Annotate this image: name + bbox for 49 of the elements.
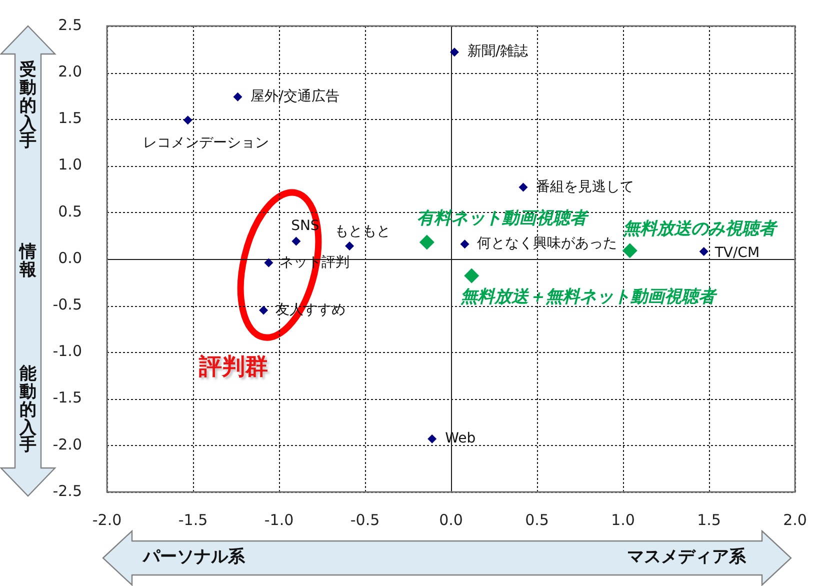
y-tick-label: 2.0 [58,62,82,80]
x-tick-label: -0.5 [350,510,380,529]
point [622,243,638,258]
point [428,434,437,444]
series-label: 屋外/交通広告 [250,88,340,104]
text: マスメディア系 [627,547,746,567]
point [259,306,268,315]
y-tick-label: -1.5 [52,388,82,407]
series-label: TV/CM [714,245,760,262]
series-label: レコメンデーション [142,134,269,151]
y-tick-label: 2.5 [58,16,82,34]
x-tick-label: 0.0 [439,510,463,529]
y-tick-label: 1.0 [58,156,82,174]
point [292,236,301,246]
series-label: 新聞/雑誌 [467,44,528,60]
x-tick-label: -2.0 [92,510,122,529]
x-tick-label: -1.0 [264,510,294,529]
series-label: 何となく興味があった [476,236,617,252]
text: パーソナル系 [143,547,245,567]
series-label: もともと [334,224,391,240]
x-tick-label: 1.5 [697,510,721,529]
point [233,92,242,102]
x-tick-label: 1.0 [611,510,635,529]
series-label: 無料放送のみ視聴者 [622,219,778,240]
point [518,182,528,192]
point [419,234,434,250]
text: 能動的入手 [19,364,37,456]
point [345,241,354,250]
x-tick-label: -1.5 [178,510,208,529]
text: 受動的入手 [19,60,37,152]
y-tick-label: -1.0 [52,342,82,360]
point [183,116,192,125]
y-tick-label: -2.0 [52,435,82,454]
point [460,240,470,249]
point [450,48,459,57]
point [464,268,480,284]
x-tick-label: 0.5 [525,510,549,529]
annotation: 評判群 [199,354,268,380]
series-label: 無料放送＋無料ネット動画視聴者 [460,287,718,308]
y-tick-label: -0.5 [52,295,82,314]
y-tick-label: 0.5 [58,202,82,220]
y-tick-label: 0.0 [58,248,82,267]
point [699,247,708,256]
x-tick-label: 2.0 [783,510,807,529]
y-tick-label: -2.5 [52,482,82,500]
text: 情報 [19,242,37,280]
point [264,258,274,268]
series-label: 番組を見逃して [536,178,634,195]
y-tick-label: 1.5 [58,109,82,128]
